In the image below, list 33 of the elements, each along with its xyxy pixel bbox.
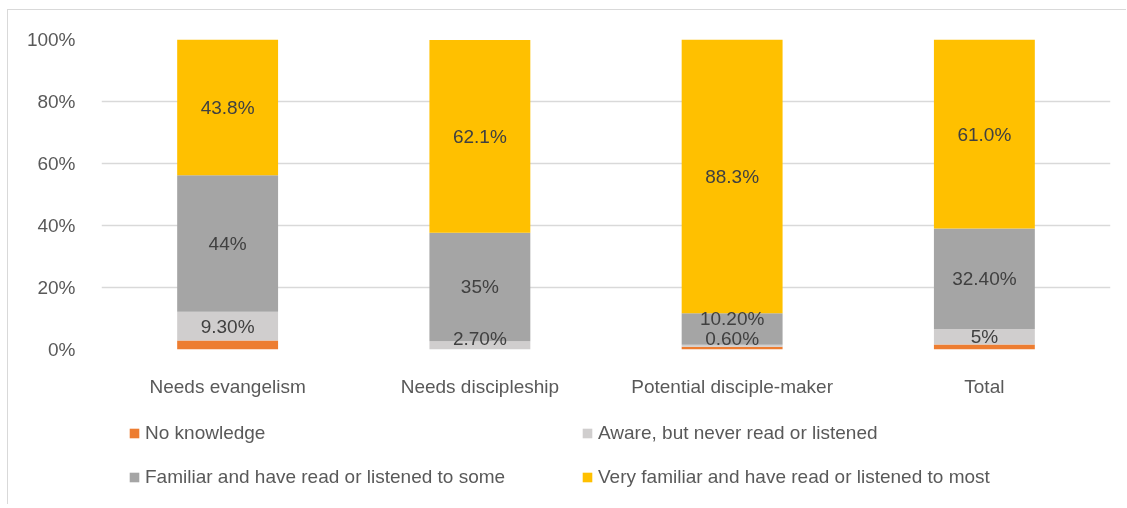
x-tick-label: Needs discipleship (400, 375, 560, 397)
data-label: 35% (460, 276, 499, 298)
y-tick-label: 20% (37, 277, 76, 298)
y-tick-label: 0% (48, 339, 76, 360)
y-tick-label: 60% (37, 153, 76, 174)
data-label: 44% (208, 232, 247, 254)
bar (933, 39, 1035, 229)
data-label: 0.60% (705, 328, 760, 349)
bar (933, 228, 1035, 330)
data-label: 2.70% (452, 328, 507, 349)
data-label: 62.1% (452, 125, 507, 147)
data-label: 9.30% (200, 315, 255, 337)
x-tick-label: Needs evangelism (149, 375, 306, 397)
data-label: 88.3% (705, 165, 760, 187)
data-label: 61.0% (957, 123, 1012, 145)
bar (933, 329, 1035, 345)
bar (429, 40, 531, 233)
legend-label: No knowledge (145, 422, 267, 444)
data-label: 5% (970, 326, 999, 348)
data-label: 10.20% (699, 308, 765, 329)
x-tick-label: Total (964, 375, 1005, 397)
y-tick-label: 40% (37, 215, 76, 236)
data-label: 43.8% (200, 96, 255, 118)
legend-label: Very familiar and have read or listened to most (598, 466, 991, 488)
legend-label: Aware, but never read or listened (598, 422, 879, 444)
bar (177, 175, 279, 312)
y-tick-label: 80% (37, 91, 76, 112)
bar (681, 39, 783, 314)
y-tick-label: 100% (26, 29, 76, 50)
bar (177, 39, 279, 176)
x-tick-label: Potential disciple-maker (631, 375, 834, 397)
legend-label: Familiar and have read or listened to some (145, 466, 507, 488)
data-label: 32.40% (952, 268, 1017, 290)
